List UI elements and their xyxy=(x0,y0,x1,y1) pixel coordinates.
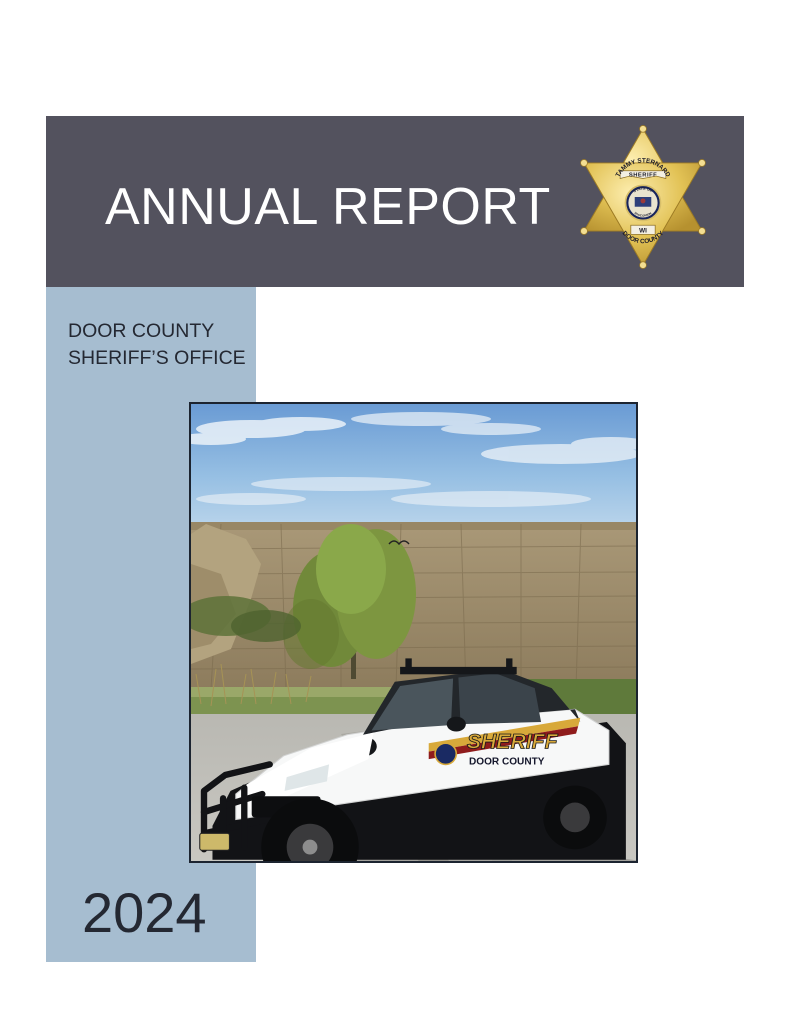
svg-text:SHERIFF: SHERIFF xyxy=(629,173,657,179)
svg-text:DOOR COUNTY: DOOR COUNTY xyxy=(469,756,545,767)
svg-text:SHERIFF: SHERIFF xyxy=(467,731,559,754)
svg-text:WI: WI xyxy=(639,228,647,235)
